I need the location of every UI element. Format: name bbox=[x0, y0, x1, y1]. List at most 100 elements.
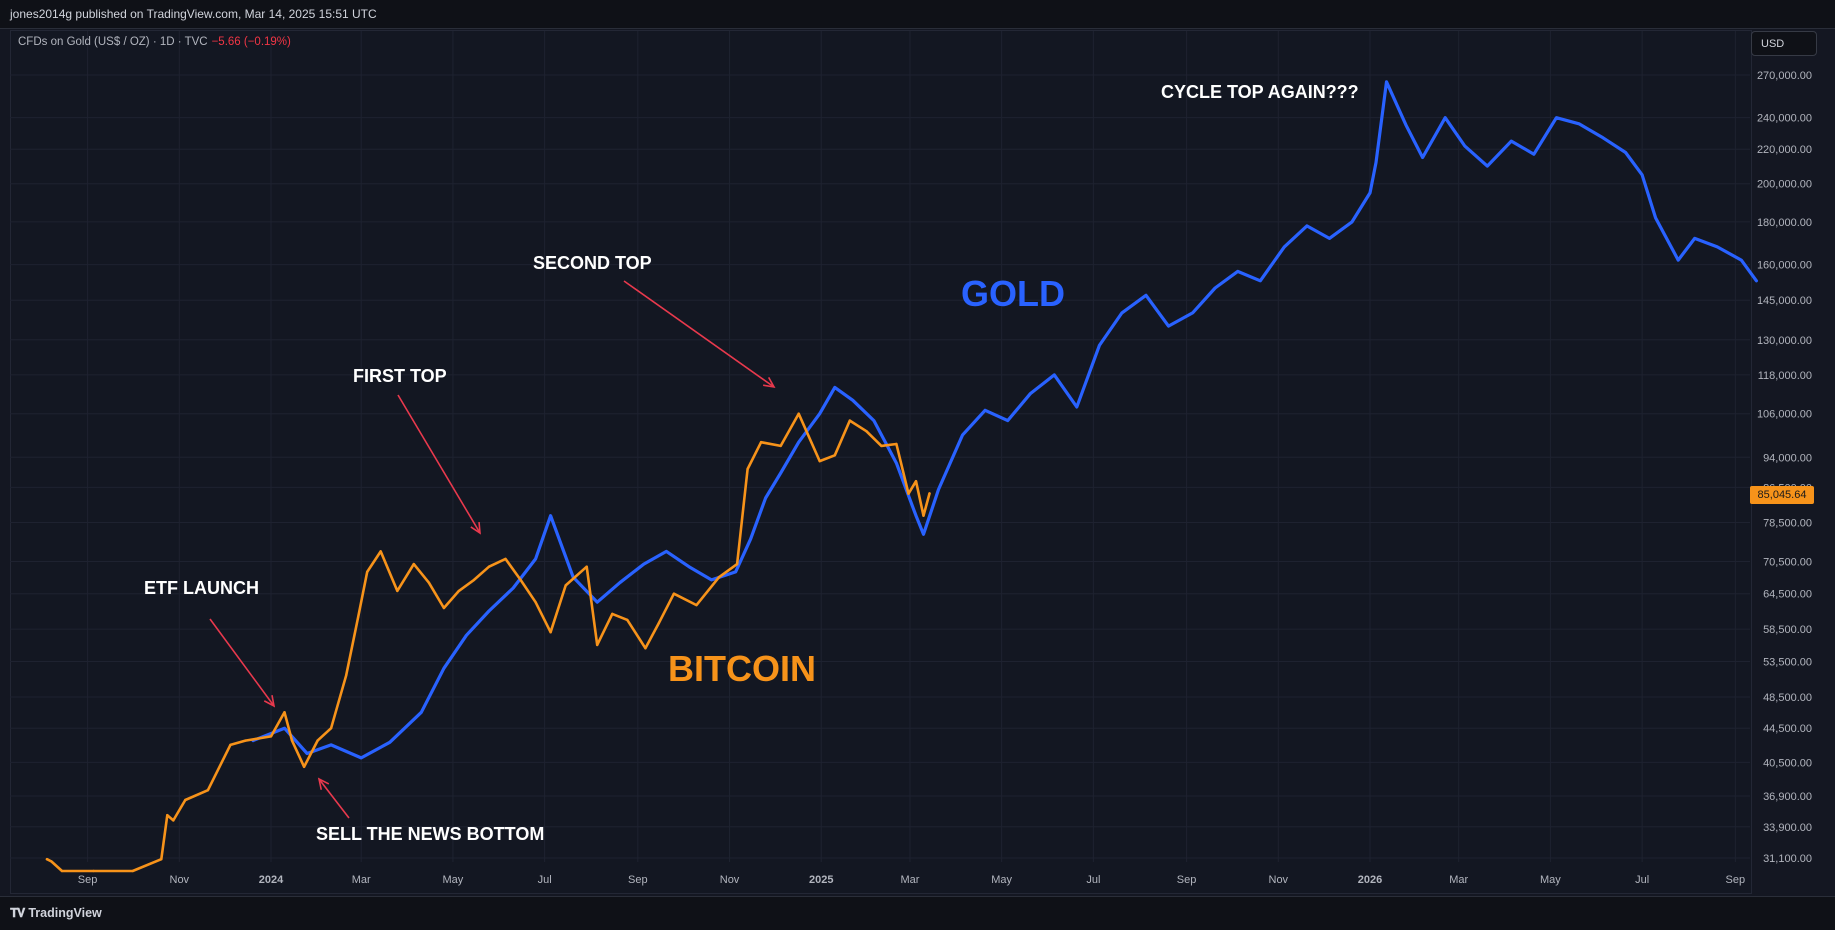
bitcoin-data-point bbox=[131, 869, 134, 873]
x-tick-label: May bbox=[1540, 874, 1561, 886]
bitcoin-data-point bbox=[695, 603, 698, 607]
bitcoin-data-point bbox=[907, 492, 910, 495]
gold-series bbox=[251, 80, 1759, 760]
gold-line bbox=[251, 80, 1759, 760]
bitcoin-data-point bbox=[442, 606, 446, 610]
tradingview-mark-icon: 𝐓𝐕 bbox=[10, 906, 25, 920]
gold-data-point bbox=[1328, 237, 1331, 240]
bitcoin-data-point bbox=[596, 643, 599, 647]
y-tick-label: 220,000.00 bbox=[1757, 144, 1812, 156]
bitcoin-data-point bbox=[166, 814, 169, 817]
bitcoin-data-point bbox=[504, 557, 507, 561]
bitcoin-series bbox=[45, 412, 931, 873]
bitcoin-data-point bbox=[895, 442, 898, 446]
bitcoin-data-point bbox=[487, 565, 491, 568]
y-tick-label: 180,000.00 bbox=[1757, 217, 1812, 229]
gold-data-point bbox=[1368, 191, 1372, 195]
publisher-text: jones2014g published on TradingView.com,… bbox=[10, 7, 377, 21]
gold-series-label: GOLD bbox=[961, 273, 1065, 314]
gold-data-point bbox=[797, 441, 800, 444]
gold-data-point bbox=[1305, 224, 1309, 228]
bitcoin-data-point bbox=[412, 562, 415, 566]
gold-data-point bbox=[534, 557, 537, 561]
gold-data-point bbox=[1053, 373, 1056, 377]
grid-lines bbox=[10, 31, 1750, 862]
gold-data-point bbox=[1486, 164, 1489, 168]
gold-data-point bbox=[1213, 286, 1217, 290]
price-change: −5.66 (−0.19%) bbox=[211, 36, 291, 48]
bitcoin-data-point bbox=[534, 601, 537, 604]
bitcoin-data-point bbox=[396, 589, 399, 593]
gold-data-point bbox=[642, 562, 645, 566]
bitcoin-data-point bbox=[244, 739, 247, 742]
y-tick-label: 118,000.00 bbox=[1758, 370, 1812, 382]
gold-data-point bbox=[914, 514, 918, 517]
gold-data-point bbox=[895, 461, 898, 465]
gold-data-point bbox=[596, 601, 599, 604]
first-top-arrow bbox=[397, 394, 481, 535]
bitcoin-data-point bbox=[564, 584, 567, 587]
bitcoin-data-point bbox=[60, 869, 64, 873]
bitcoin-data-point bbox=[644, 647, 647, 650]
x-tick-label: May bbox=[443, 874, 464, 886]
chart-pane[interactable] bbox=[10, 30, 1752, 894]
gold-data-point bbox=[442, 667, 446, 670]
gold-data-point bbox=[1385, 80, 1388, 84]
bitcoin-data-point bbox=[672, 592, 676, 595]
gold-data-point bbox=[1404, 124, 1408, 127]
y-tick-label: 58,500.00 bbox=[1763, 624, 1812, 636]
gold-data-point bbox=[283, 727, 286, 730]
tradingview-logo[interactable]: 𝐓𝐕 TradingView bbox=[10, 906, 102, 921]
bitcoin-data-point bbox=[746, 467, 749, 471]
bitcoin-data-point bbox=[457, 589, 461, 593]
gold-data-point bbox=[983, 409, 987, 412]
y-tick-label: 44,500.00 bbox=[1763, 723, 1812, 735]
y-tick-label: 145,000.00 bbox=[1757, 295, 1812, 307]
bitcoin-data-point bbox=[366, 570, 369, 574]
x-tick-label: 2025 bbox=[809, 874, 833, 886]
currency-button[interactable]: USD bbox=[1751, 31, 1817, 56]
gold-data-point bbox=[779, 471, 782, 475]
gold-data-point bbox=[305, 752, 309, 755]
bitcoin-data-point bbox=[357, 615, 360, 619]
y-tick-label: 53,500.00 bbox=[1763, 656, 1812, 668]
x-tick-label: Sep bbox=[628, 874, 648, 886]
bitcoin-data-point bbox=[316, 739, 319, 742]
time-axis: Sep Nov 2024 Mar May Jul Sep Nov 2025 Mar May Jul Se… bbox=[78, 874, 1745, 886]
gold-data-point bbox=[1740, 258, 1743, 262]
bitcoin-data-point bbox=[329, 727, 333, 730]
price-axis: 270,000.00 240,000.00 220,000.00 200,000.00… bbox=[1757, 70, 1812, 865]
x-tick-label: Sep bbox=[1726, 874, 1746, 886]
y-tick-label: 94,000.00 bbox=[1763, 452, 1812, 464]
gold-data-point bbox=[1283, 245, 1286, 249]
bitcoin-line bbox=[45, 412, 931, 873]
gold-data-point bbox=[734, 570, 737, 574]
gold-data-point bbox=[1716, 245, 1719, 249]
bitcoin-data-point bbox=[797, 412, 800, 415]
gold-data-point bbox=[511, 586, 515, 590]
bitcoin-data-point bbox=[657, 621, 661, 625]
gold-data-point bbox=[818, 412, 821, 415]
symbol-legend[interactable]: CFDs on Gold (US$ / OZ) · 1D · TVC −5.66 … bbox=[18, 36, 291, 48]
gold-data-point bbox=[937, 488, 940, 491]
y-tick-label: 70,500.00 bbox=[1763, 556, 1812, 568]
bitcoin-data-point bbox=[160, 858, 163, 861]
gold-data-point bbox=[1555, 116, 1558, 119]
bitcoin-data-point bbox=[735, 562, 739, 566]
gold-data-point bbox=[851, 399, 854, 402]
symbol-name: CFDs on Gold (US$ / OZ) · 1D · TVC bbox=[18, 36, 208, 48]
gold-data-point bbox=[1444, 116, 1447, 119]
bitcoin-data-point bbox=[283, 711, 286, 714]
bitcoin-data-point bbox=[379, 550, 382, 553]
gold-data-point bbox=[1167, 324, 1170, 328]
x-tick-label: Nov bbox=[720, 874, 740, 886]
x-tick-label: Mar bbox=[1449, 874, 1468, 886]
gold-data-point bbox=[1374, 161, 1378, 164]
gold-data-point bbox=[1191, 311, 1194, 315]
x-tick-label: May bbox=[991, 874, 1012, 886]
sell-the-news-label: SELL THE NEWS BOTTOM bbox=[316, 824, 544, 844]
bitcoin-data-point bbox=[865, 430, 868, 433]
gold-data-point bbox=[961, 433, 964, 437]
last-price-badge: 85,045.64 bbox=[1750, 486, 1814, 504]
